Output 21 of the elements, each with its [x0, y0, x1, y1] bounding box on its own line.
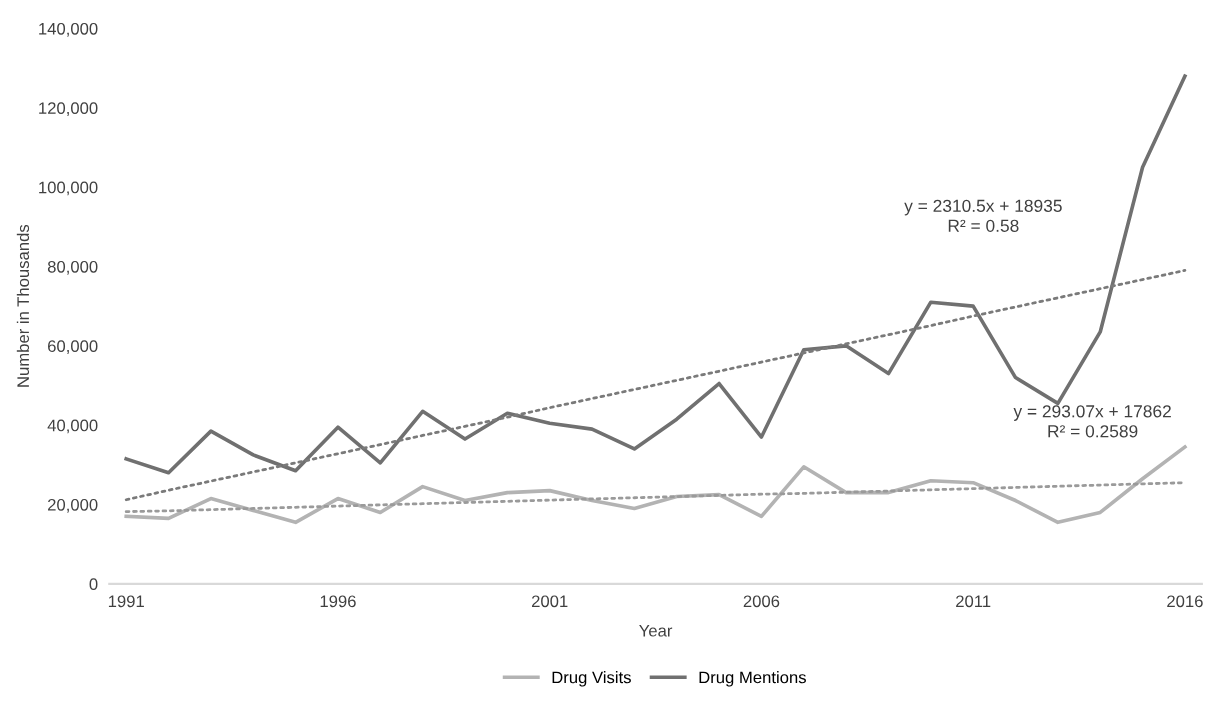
x-tick-label: 2001: [531, 595, 568, 608]
x-tick-label: 2011: [956, 595, 991, 608]
y-tick-label: 40,000: [47, 419, 98, 434]
y-tick-label: 100,000: [39, 181, 98, 196]
x-tick-label: 2016: [1167, 595, 1203, 608]
y-axis-title: Number in Thousands: [16, 224, 30, 387]
y-tick-label: 20,000: [48, 498, 98, 513]
line-series: [124, 445, 1187, 525]
y-tick-label: 120,000: [39, 102, 98, 116]
x-tick-label: 1991: [108, 595, 144, 608]
y-tick-label: 0: [89, 578, 98, 591]
y-tick-label: 60,000: [48, 340, 98, 354]
legend-label: Drug Visits: [552, 671, 631, 687]
legend-label: Drug Mentions: [699, 671, 806, 687]
x-tick-label: 2006: [743, 595, 780, 608]
x-tick-label: 1996: [320, 595, 356, 608]
annotation: y = 2310.5x + 18935 R² = 0.58: [904, 199, 1062, 232]
y-tick-label: 80,000: [47, 260, 98, 275]
y-tick-label: 140,000: [39, 22, 98, 37]
annotation: y = 293.07x + 17862 R² = 0.2589: [1013, 405, 1171, 438]
x-axis-title: Year: [639, 624, 673, 637]
